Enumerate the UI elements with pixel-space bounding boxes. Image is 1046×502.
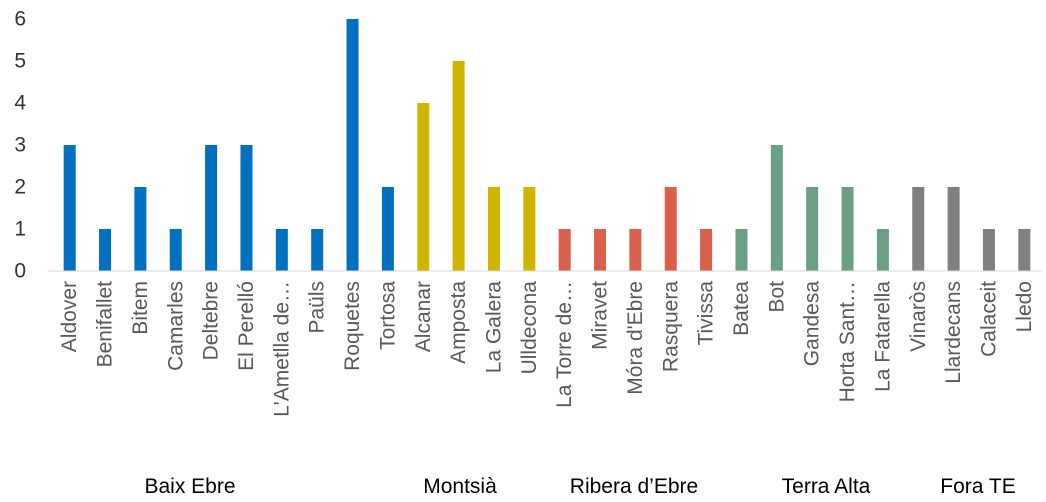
bar — [735, 229, 748, 271]
category-label: Lledo — [1013, 281, 1036, 332]
bars — [63, 19, 1031, 271]
bar — [63, 145, 76, 271]
category-label: Bot — [765, 281, 788, 313]
category-label: La Torre de… — [553, 281, 576, 408]
bar — [982, 229, 995, 271]
category-label: Rasquera — [659, 281, 682, 372]
y-tick-label: 2 — [14, 176, 26, 199]
category-label: L'Ametlla de… — [270, 281, 293, 417]
y-tick-label: 5 — [14, 50, 26, 73]
y-tick-label: 4 — [14, 92, 26, 115]
bar — [487, 187, 500, 271]
category-label: Móra d'Ebre — [624, 281, 647, 395]
group-label: Baix Ebre — [144, 475, 235, 498]
category-label: El Perelló — [235, 281, 258, 371]
group-label: Fora TE — [940, 475, 1015, 498]
bar — [417, 103, 430, 271]
group-label: Montsià — [423, 475, 497, 498]
category-label: La Fatarella — [871, 281, 894, 392]
bar — [594, 229, 607, 271]
bar — [311, 229, 324, 271]
bar — [876, 229, 889, 271]
y-tick-label: 0 — [14, 260, 26, 283]
category-label: Roquetes — [341, 281, 364, 371]
category-label: Bitem — [129, 281, 152, 335]
category-label: Amposta — [447, 281, 470, 364]
bar — [558, 229, 571, 271]
group-labels: Baix Ebre Montsià Ribera d’Ebre Terra Alta F… — [144, 475, 1015, 498]
bar — [912, 187, 925, 271]
y-tick-label: 1 — [14, 218, 26, 241]
category-label: Horta Sant… — [836, 281, 859, 402]
category-label: Deltebre — [200, 281, 223, 360]
category-label: Ulldecona — [518, 281, 541, 375]
bar — [629, 229, 642, 271]
group-label: Ribera d’Ebre — [570, 475, 698, 498]
bar — [134, 187, 147, 271]
category-label: Batea — [730, 281, 753, 336]
category-label: Tortosa — [376, 281, 399, 350]
bar — [523, 187, 536, 271]
bar — [947, 187, 960, 271]
bar — [346, 19, 359, 271]
category-labels: Aldover Benifallet Bitem Camarles Deltebre El… — [58, 281, 1036, 417]
bar — [169, 229, 182, 271]
bar — [452, 61, 465, 271]
category-label: Benifallet — [94, 281, 117, 368]
bar — [770, 145, 783, 271]
bar — [841, 187, 854, 271]
category-label: Calaceit — [977, 281, 1000, 357]
y-tick-label: 3 — [14, 134, 26, 157]
bar — [700, 229, 713, 271]
bar — [240, 145, 253, 271]
category-label: Alcanar — [412, 281, 435, 352]
bar — [275, 229, 288, 271]
bar — [1018, 229, 1031, 271]
bar — [381, 187, 394, 271]
category-label: Aldover — [58, 281, 81, 352]
category-label: Paüls — [306, 281, 329, 334]
category-label: Camarles — [164, 281, 187, 371]
bar — [664, 187, 677, 271]
category-label: Vinaròs — [907, 281, 930, 352]
bar — [205, 145, 218, 271]
group-label: Terra Alta — [782, 475, 871, 498]
y-tick-label: 6 — [14, 8, 26, 31]
bar — [99, 229, 112, 271]
category-label: Gandesa — [801, 281, 824, 367]
category-label: Llardecans — [942, 281, 965, 384]
category-label: Tivissa — [695, 281, 718, 346]
category-label: La Galera — [482, 281, 505, 374]
bar — [806, 187, 819, 271]
y-axis-ticks: 0 1 2 3 4 5 6 — [14, 8, 26, 283]
category-label: Miravet — [589, 281, 612, 350]
